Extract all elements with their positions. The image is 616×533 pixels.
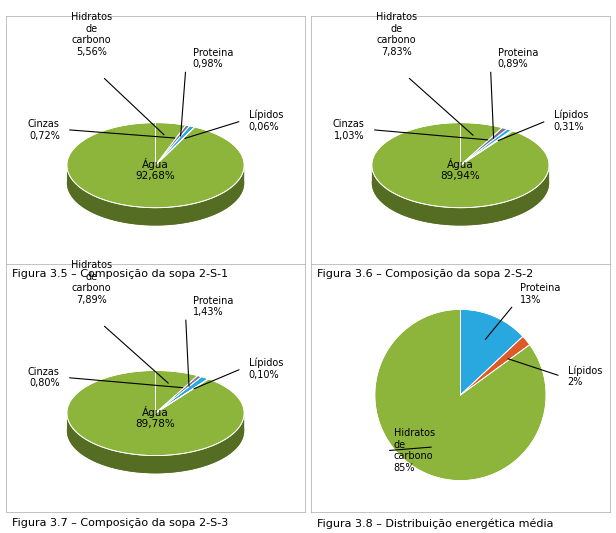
Polygon shape — [461, 129, 511, 165]
Polygon shape — [155, 379, 209, 413]
Polygon shape — [67, 414, 244, 473]
Polygon shape — [155, 127, 195, 165]
Text: Proteina
0,98%: Proteina 0,98% — [193, 48, 233, 69]
Polygon shape — [372, 123, 549, 208]
Polygon shape — [461, 309, 523, 395]
Text: Cinzas
1,03%: Cinzas 1,03% — [333, 119, 365, 141]
Polygon shape — [375, 309, 546, 481]
Polygon shape — [67, 370, 244, 456]
Ellipse shape — [67, 388, 244, 473]
Ellipse shape — [372, 140, 549, 225]
Polygon shape — [67, 123, 244, 208]
Text: Hidratos
de
carbono
85%: Hidratos de carbono 85% — [394, 429, 435, 473]
Polygon shape — [155, 370, 198, 413]
Text: Lípidos
2%: Lípidos 2% — [567, 365, 602, 387]
Text: Água
89,78%: Água 89,78% — [136, 406, 176, 429]
Text: Hidratos
de
carbono
7,89%: Hidratos de carbono 7,89% — [71, 260, 112, 305]
Polygon shape — [155, 125, 190, 165]
Text: Figura 3.6 – Composição da sopa 2-S-2: Figura 3.6 – Composição da sopa 2-S-2 — [317, 269, 533, 279]
Ellipse shape — [67, 140, 244, 225]
Polygon shape — [461, 336, 530, 395]
Text: Figura 3.7 – Composição da sopa 2-S-3: Figura 3.7 – Composição da sopa 2-S-3 — [12, 518, 229, 528]
Polygon shape — [155, 126, 195, 165]
Text: Água
92,68%: Água 92,68% — [136, 158, 176, 181]
Polygon shape — [155, 377, 208, 413]
Text: Proteina
1,43%: Proteina 1,43% — [193, 296, 233, 317]
Polygon shape — [67, 166, 244, 225]
Polygon shape — [155, 123, 186, 165]
Polygon shape — [461, 128, 508, 165]
Polygon shape — [155, 376, 201, 413]
Text: Hidratos
de
carbono
5,56%: Hidratos de carbono 5,56% — [71, 12, 112, 57]
Text: Proteina
13%: Proteina 13% — [521, 284, 561, 305]
Text: Figura 3.8 – Distribuição energética média: Figura 3.8 – Distribuição energética méd… — [317, 518, 554, 529]
Polygon shape — [372, 166, 549, 225]
Text: Lípidos
0,31%: Lípidos 0,31% — [554, 110, 588, 132]
Text: Figura 3.5 – Composição da sopa 2-S-1: Figura 3.5 – Composição da sopa 2-S-1 — [12, 269, 229, 279]
Polygon shape — [461, 131, 513, 165]
Polygon shape — [461, 123, 502, 165]
Text: Cinzas
0,72%: Cinzas 0,72% — [28, 119, 60, 141]
Text: Lípidos
0,06%: Lípidos 0,06% — [249, 110, 283, 132]
Text: Cinzas
0,80%: Cinzas 0,80% — [28, 367, 60, 389]
Text: Lípidos
0,10%: Lípidos 0,10% — [249, 358, 283, 379]
Text: Água
89,94%: Água 89,94% — [440, 158, 480, 181]
Text: Hidratos
de
carbono
7,83%: Hidratos de carbono 7,83% — [376, 12, 417, 57]
Text: Proteina
0,89%: Proteina 0,89% — [498, 48, 538, 69]
